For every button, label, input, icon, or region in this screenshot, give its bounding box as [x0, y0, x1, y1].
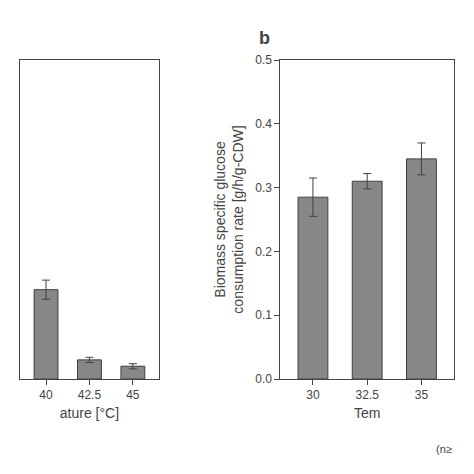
svg-text:40: 40	[39, 388, 53, 402]
svg-text:Biomass specific glucoseconsum: Biomass specific glucoseconsumption rate…	[212, 125, 246, 313]
svg-text:0.4: 0.4	[255, 117, 272, 131]
svg-text:Tem: Tem	[354, 405, 380, 421]
svg-text:0.5: 0.5	[255, 53, 272, 67]
svg-text:0.0: 0.0	[255, 372, 272, 386]
svg-text:ature [°C]: ature [°C]	[60, 405, 119, 421]
svg-text:0.2: 0.2	[255, 245, 272, 259]
svg-text:42.5: 42.5	[78, 388, 102, 402]
svg-text:35: 35	[415, 388, 429, 402]
svg-text:(n≥: (n≥	[436, 443, 452, 455]
svg-text:b: b	[259, 28, 270, 48]
svg-text:0.1: 0.1	[255, 308, 272, 322]
svg-text:0.3: 0.3	[255, 181, 272, 195]
svg-text:30: 30	[306, 388, 320, 402]
svg-text:45: 45	[126, 388, 140, 402]
svg-text:32.5: 32.5	[356, 388, 380, 402]
